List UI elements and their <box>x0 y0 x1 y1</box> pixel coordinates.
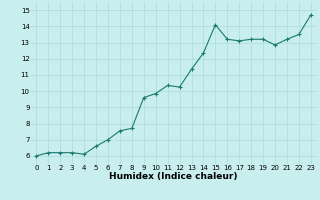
X-axis label: Humidex (Indice chaleur): Humidex (Indice chaleur) <box>109 172 238 181</box>
